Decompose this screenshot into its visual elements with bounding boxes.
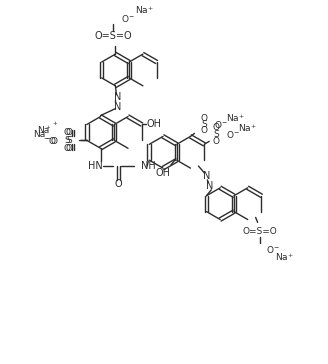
Text: S: S [66, 136, 72, 145]
Text: Na$^{+}$: Na$^{+}$ [238, 123, 257, 134]
Text: Na: Na [37, 126, 49, 135]
Text: $^{+}$: $^{+}$ [52, 121, 58, 130]
Text: OH: OH [155, 168, 170, 178]
Text: OH: OH [146, 119, 161, 130]
Text: O=S=O: O=S=O [242, 227, 277, 236]
Text: O$^{-}$: O$^{-}$ [121, 13, 135, 24]
Text: N: N [114, 92, 121, 102]
Text: O: O [64, 144, 71, 153]
Text: N: N [203, 171, 210, 181]
Text: N: N [114, 102, 121, 112]
Text: O: O [66, 144, 72, 153]
Text: O$^{-}$: O$^{-}$ [226, 129, 240, 140]
Text: O: O [114, 179, 122, 189]
Text: O: O [64, 128, 71, 137]
Text: $^{-}$O: $^{-}$O [43, 135, 57, 146]
Text: O: O [66, 128, 72, 137]
Text: Na$^{+}$: Na$^{+}$ [276, 251, 295, 263]
Text: Na$^{+}$: Na$^{+}$ [135, 5, 154, 16]
Text: $^{-}$O: $^{-}$O [45, 135, 59, 146]
Text: O: O [213, 137, 220, 146]
Text: O$^{-}$: O$^{-}$ [266, 244, 279, 255]
Text: O$^{-}$: O$^{-}$ [214, 119, 228, 130]
Text: O: O [201, 114, 208, 123]
Text: S: S [213, 130, 219, 139]
Text: Na$^{+}$: Na$^{+}$ [226, 113, 245, 124]
Text: O: O [213, 123, 220, 132]
Text: N: N [206, 181, 213, 191]
Text: S: S [201, 120, 207, 129]
Text: $^{+}$: $^{+}$ [45, 125, 51, 134]
Text: HN: HN [88, 161, 103, 171]
Text: Na: Na [33, 130, 45, 139]
Text: S: S [64, 136, 70, 145]
Text: O: O [201, 126, 208, 135]
Text: O=S=O: O=S=O [94, 31, 132, 41]
Text: NH: NH [141, 161, 156, 171]
